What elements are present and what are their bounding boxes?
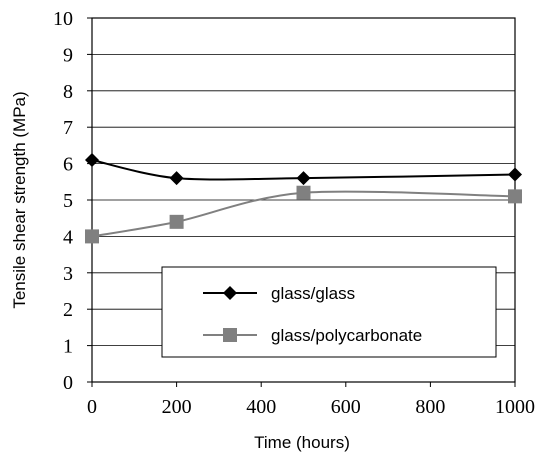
legend-marker-diamond (223, 286, 237, 300)
y-tick-label-3: 3 (63, 263, 73, 285)
y-tick-label-10: 10 (53, 8, 73, 30)
series-line-glass-polycarbonate (91, 190, 516, 238)
data-point-glass-polycarbonate-1000 (508, 189, 522, 204)
y-tick-label-1: 1 (63, 336, 73, 358)
data-point-glass-glass-500 (296, 171, 311, 186)
series-lines (91, 158, 516, 238)
legend-item-glass-glass: glass/glass (203, 284, 355, 303)
data-point-glass-polycarbonate-200 (169, 214, 184, 229)
y-tick-label-4: 4 (63, 226, 73, 248)
legend-label-glass-glass: glass/glass (271, 284, 355, 303)
x-tick-label-200: 200 (162, 396, 192, 418)
y-tick-label-9: 9 (63, 44, 73, 66)
x-tick-label-0: 0 (87, 396, 97, 418)
y-axis-label: Tensile shear strength (MPa) (10, 91, 29, 308)
series-line-glass-glass (91, 158, 516, 181)
x-axis: 0 200 400 600 800 1000 (87, 382, 535, 418)
y-tick-label-8: 8 (63, 81, 73, 103)
legend-box (161, 266, 497, 358)
x-axis-label: Time (hours) (254, 433, 350, 452)
y-tick-label-6: 6 (63, 154, 73, 176)
y-tick-label-5: 5 (63, 190, 73, 212)
legend-marker-square (223, 328, 237, 342)
legend-label-glass-polycarbonate: glass/polycarbonate (271, 326, 422, 345)
x-tick-label-600: 600 (331, 396, 361, 418)
y-tick-label-0: 0 (63, 372, 73, 394)
x-tick-label-1000: 1000 (495, 396, 535, 418)
data-point-glass-polycarbonate-0 (85, 229, 99, 244)
series-markers (85, 152, 522, 244)
y-tick-label-7: 7 (63, 117, 73, 139)
data-point-glass-glass-1000 (508, 167, 522, 182)
x-tick-label-800: 800 (415, 396, 445, 418)
legend-item-glass-polycarbonate: glass/polycarbonate (203, 326, 422, 345)
data-point-glass-glass-0 (85, 152, 99, 167)
data-point-glass-glass-200 (169, 171, 184, 186)
legend: glass/glass glass/polycarbonate (161, 266, 497, 358)
y-tick-label-2: 2 (63, 299, 73, 321)
data-point-glass-polycarbonate-500 (296, 185, 311, 200)
x-tick-label-400: 400 (246, 396, 276, 418)
y-axis: 0 1 2 3 4 5 6 7 8 9 10 (53, 8, 92, 394)
